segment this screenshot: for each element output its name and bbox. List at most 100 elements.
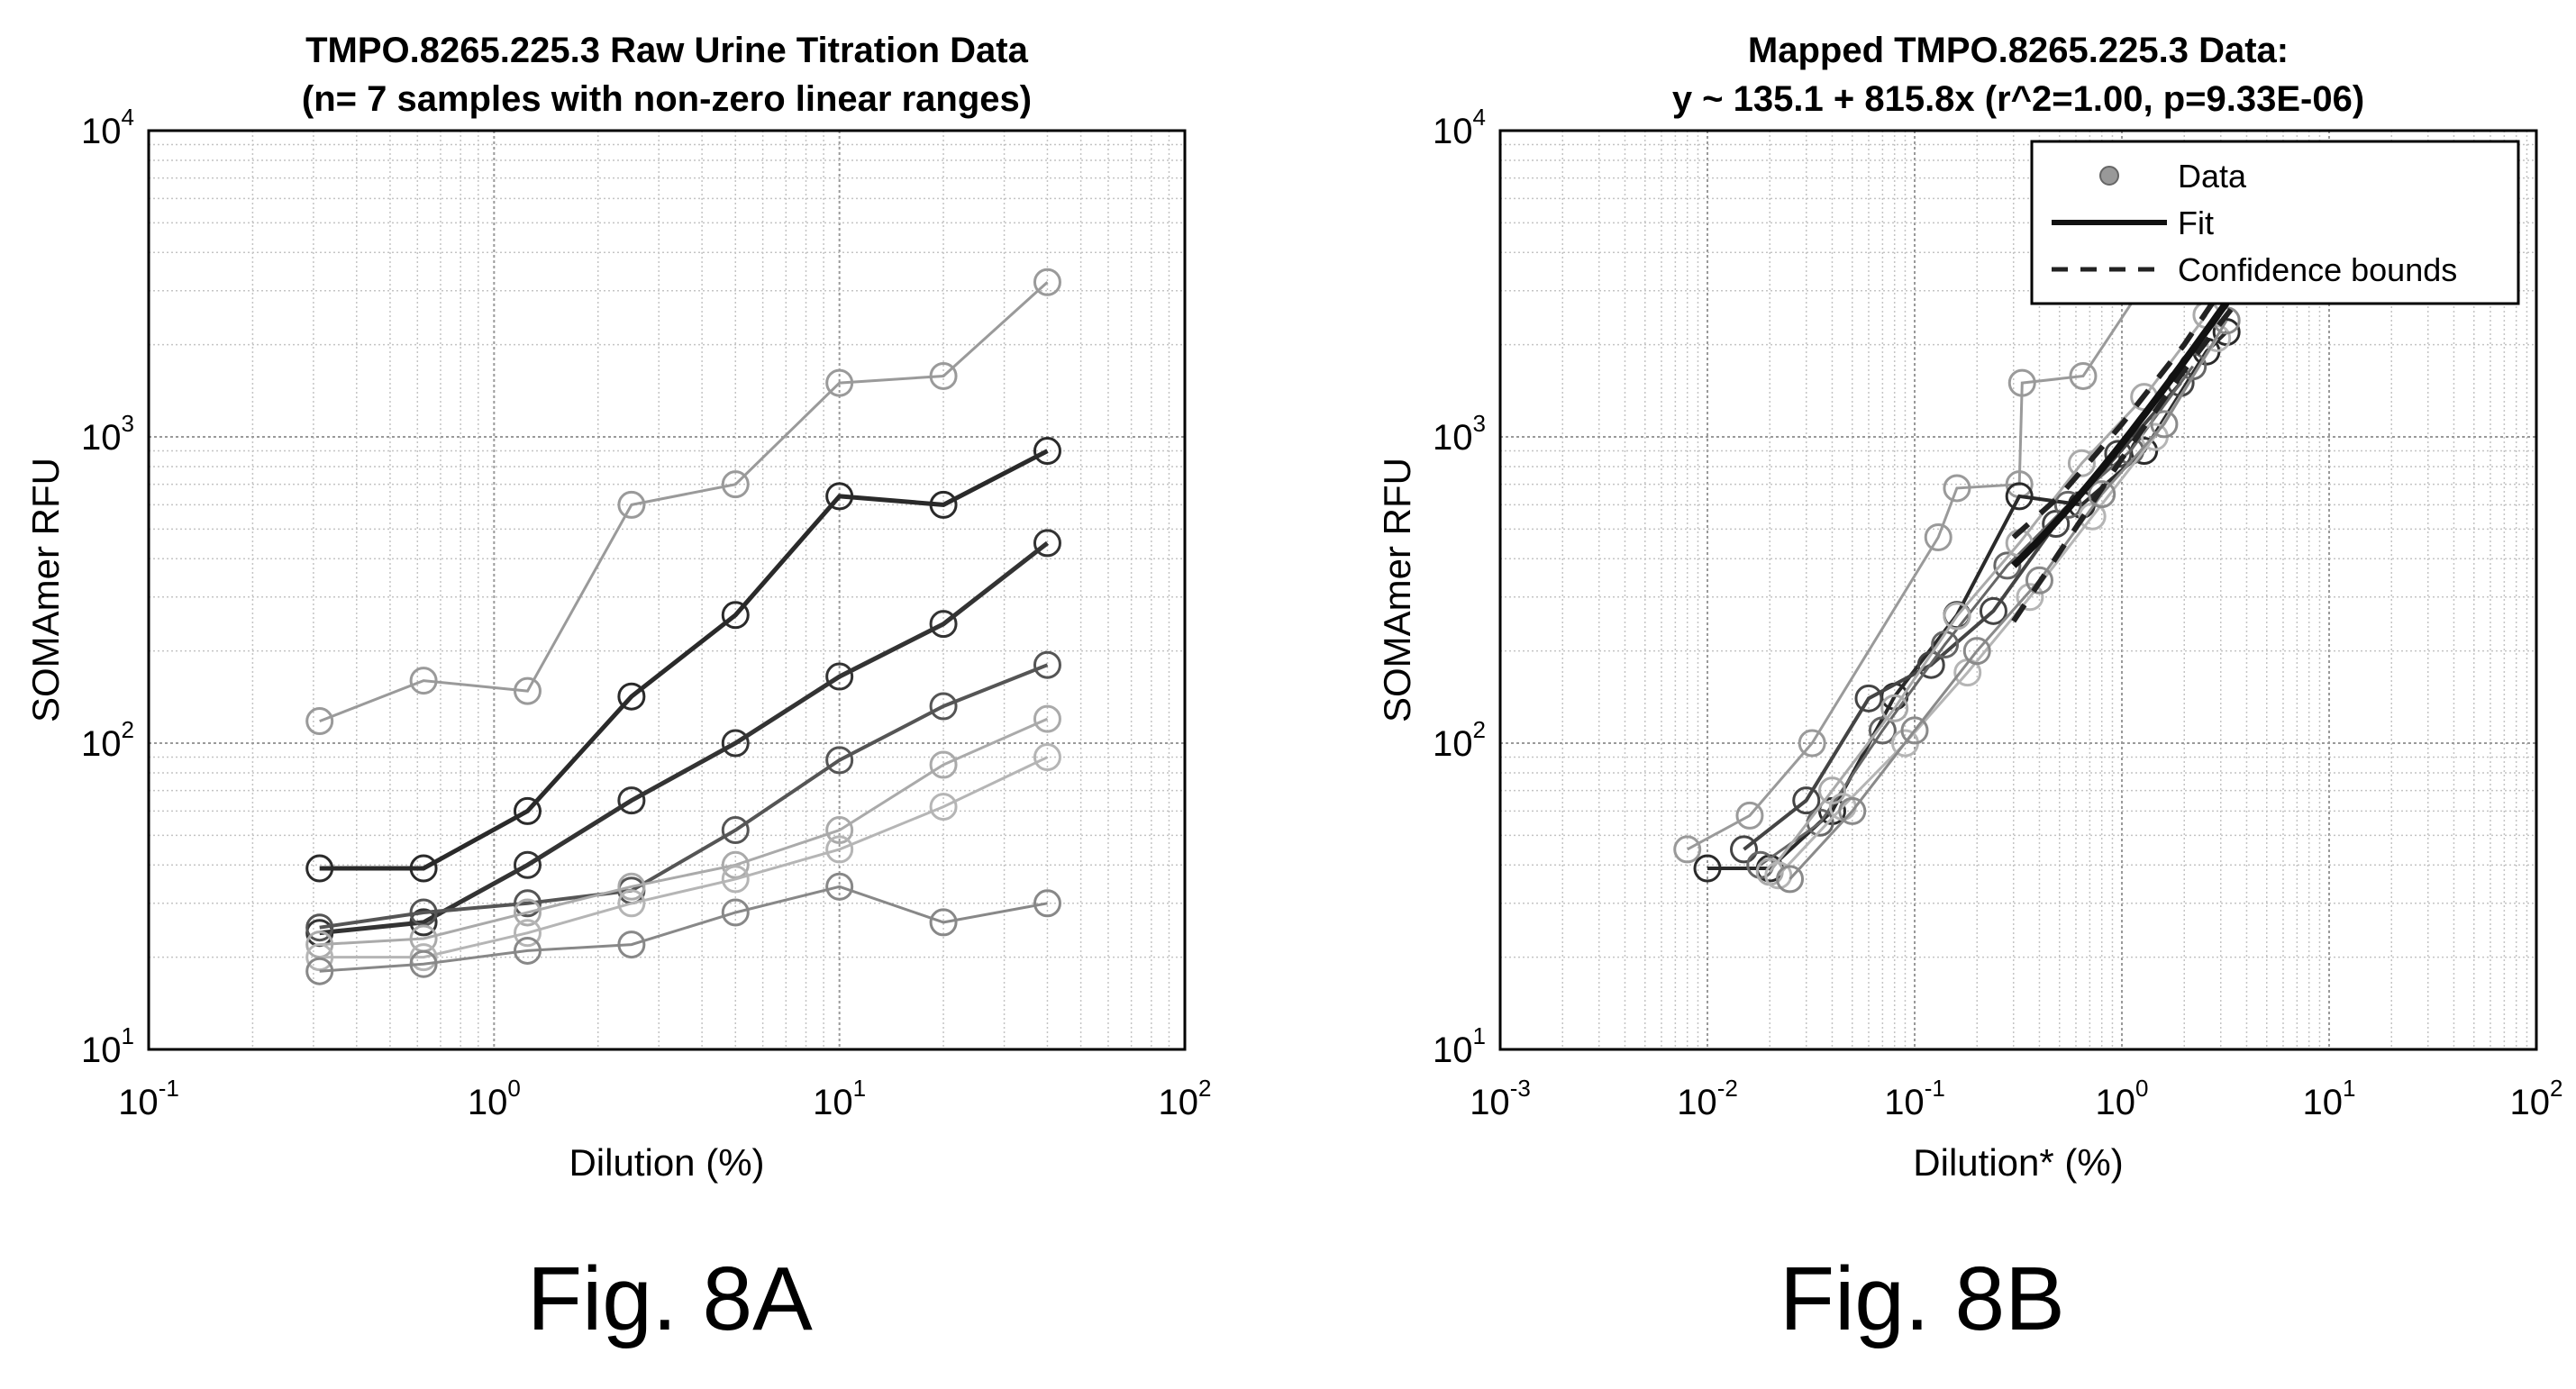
chart-8b-series-3-point — [1854, 684, 1883, 713]
chart-8b-title: Mapped TMPO.8265.225.3 Data: — [1748, 31, 2289, 70]
chart-8a-series-3-point — [617, 786, 646, 815]
chart-8a-series-7-point — [1033, 889, 1061, 918]
chart-8b-confidence-upper — [2011, 268, 2237, 540]
chart-8a-series-3-point — [825, 662, 854, 691]
chart-8b-series-7-point — [2088, 480, 2116, 509]
chart-8a-series-1-point — [721, 470, 750, 499]
chart-8b-x-tick-label: 10-1 — [1884, 1075, 1945, 1122]
chart-8a-series-4-line — [319, 663, 1049, 930]
figure-caption-8b: Fig. 8B — [1780, 1248, 2065, 1349]
chart-8a-series-4-point — [513, 889, 542, 918]
chart-8b-series-7-point — [1776, 865, 1805, 894]
chart-8b-x-tick-label: 10-2 — [1677, 1075, 1738, 1122]
chart-8b-y-tick-label: 104 — [1433, 104, 1486, 151]
chart-8a-series-2-point — [721, 601, 750, 630]
chart-8a-series-6-point — [409, 943, 438, 972]
chart-8a-series-6-point — [305, 943, 334, 972]
chart-8a-subtitle: (n= 7 samples with non-zero linear range… — [302, 79, 1032, 119]
chart-8a-series-6-point — [617, 889, 646, 918]
chart-8a-series-1-line — [319, 281, 1049, 722]
chart-8a-series-5-point — [305, 931, 334, 959]
chart-8a-y-tick-label: 101 — [81, 1022, 134, 1070]
chart-8a-series-7-point — [721, 898, 750, 927]
chart-8a-series-7-line — [319, 885, 1048, 973]
chart-8a-series-1-point — [409, 667, 438, 695]
chart-8a-series-3-point — [409, 908, 438, 937]
chart-8b-series-3-point — [1979, 596, 2007, 625]
chart-8b-series-5-line — [1769, 313, 2208, 873]
chart-8a-series-5-point — [513, 898, 542, 927]
chart-8a-series-2-point — [513, 796, 542, 825]
chart-8a-series-5-point — [721, 850, 750, 879]
chart-8b-series-7-point — [2025, 566, 2053, 595]
chart-8b-series-1-point — [1735, 801, 1764, 830]
chart-8a-series-5-point — [617, 872, 646, 901]
chart-8b-legend-label: Confidence bounds — [2178, 251, 2457, 288]
chart-8a-series-1-point — [929, 361, 958, 390]
chart-8b-series-5-point — [1880, 694, 1909, 722]
chart-8b-subtitle: y ~ 135.1 + 815.8x (r^2=1.00, p=9.33E-06… — [1672, 79, 2364, 119]
chart-8a-series-7-point — [513, 936, 542, 965]
chart-8a-series-6-point — [929, 793, 958, 822]
chart-8b-fit-line — [2010, 288, 2238, 568]
chart-8a-x-axis-label: Dilution (%) — [569, 1141, 764, 1184]
chart-8b-x-tick-label: 100 — [2096, 1075, 2149, 1122]
chart-8b-y-tick-label: 101 — [1433, 1022, 1486, 1070]
chart-8b: 10-3 10-2 10-1 100 101 102 101 102 103 104 Mapped … — [1376, 31, 2562, 1184]
chart-8b-x-tick-label: 10-3 — [1470, 1075, 1531, 1122]
chart-8a-series-1-point — [617, 490, 646, 519]
chart-8a-series-2-point — [825, 482, 854, 511]
chart-8b-series-6-line — [1777, 337, 2218, 876]
chart-8a-series-1-point — [305, 707, 334, 736]
chart-8b-series-5-point — [1817, 776, 1846, 805]
chart-8a-y-tick-label: 102 — [81, 716, 134, 764]
chart-8a-series-4-point — [1033, 650, 1061, 679]
chart-8a: 10-1 100 101 102 101 102 103 104 TMPO.8265.225.3… — [24, 31, 1211, 1184]
chart-8a-series-2-line — [319, 449, 1049, 871]
chart-8a-y-tick-label: 103 — [81, 410, 134, 458]
chart-8a-series-7-point — [929, 908, 958, 937]
chart-8b-series-1-line — [1686, 227, 2209, 851]
chart-8b-series-2-line — [1707, 331, 2228, 870]
chart-8a-series-6-point — [1033, 743, 1061, 772]
figure-caption-8a: Fig. 8A — [527, 1248, 813, 1349]
chart-8a-series-5-point — [825, 816, 854, 845]
chart-8a-series-7-point — [409, 949, 438, 978]
chart-8a-series-7-point — [825, 872, 854, 901]
chart-8a-x-tick-label: 100 — [468, 1075, 521, 1122]
chart-8a-title: TMPO.8265.225.3 Raw Urine Titration Data — [305, 31, 1029, 70]
chart-8a-y-axis-label: SOMAmer RFU — [24, 458, 67, 722]
chart-8b-x-axis-label: Dilution* (%) — [1913, 1141, 2123, 1184]
chart-8a-series-7-point — [617, 931, 646, 959]
chart-8a-series-4-point — [721, 816, 750, 845]
chart-8a-x-tick-label: 102 — [1159, 1075, 1212, 1122]
chart-8a-series-6-point — [513, 919, 542, 948]
chart-8b-series-3-point — [1792, 786, 1821, 815]
chart-8b-series-1-point — [1798, 729, 1826, 758]
chart-8b-series-1-point — [1943, 474, 1971, 503]
chart-8a-series-7-point — [305, 957, 334, 985]
chart-8b-series-1-point — [2007, 368, 2036, 397]
chart-8b-legend-marker-swatch — [2099, 166, 2119, 186]
chart-8a-x-tick-label: 101 — [813, 1075, 866, 1122]
chart-8a-series-4-point — [929, 692, 958, 721]
chart-8a-series-6-point — [825, 835, 854, 864]
chart-8a-x-tick-label: 10-1 — [118, 1075, 179, 1122]
chart-8a-series-2-point — [617, 682, 646, 711]
chart-8b-series-1-point — [1673, 835, 1702, 864]
chart-8b-y-axis-label: SOMAmer RFU — [1376, 458, 1418, 722]
chart-8b-series-3-point — [1730, 835, 1759, 864]
chart-8a-series-5-line — [319, 717, 1049, 947]
chart-8a-y-tick-label: 104 — [81, 104, 134, 151]
chart-8a-series-3-point — [721, 729, 750, 758]
chart-8b-series-2-point — [1693, 854, 1722, 883]
chart-8a-series-2-point — [1033, 437, 1061, 466]
chart-8b-series-7-point — [1900, 716, 1929, 745]
chart-8b-series-1-point — [1924, 522, 1952, 551]
chart-8b-series-4-point — [2053, 490, 2082, 519]
chart-8a-series-5-point — [929, 750, 958, 779]
chart-8b-series-7-point — [1962, 637, 1991, 666]
chart-8b-legend-label: Data — [2178, 158, 2247, 195]
